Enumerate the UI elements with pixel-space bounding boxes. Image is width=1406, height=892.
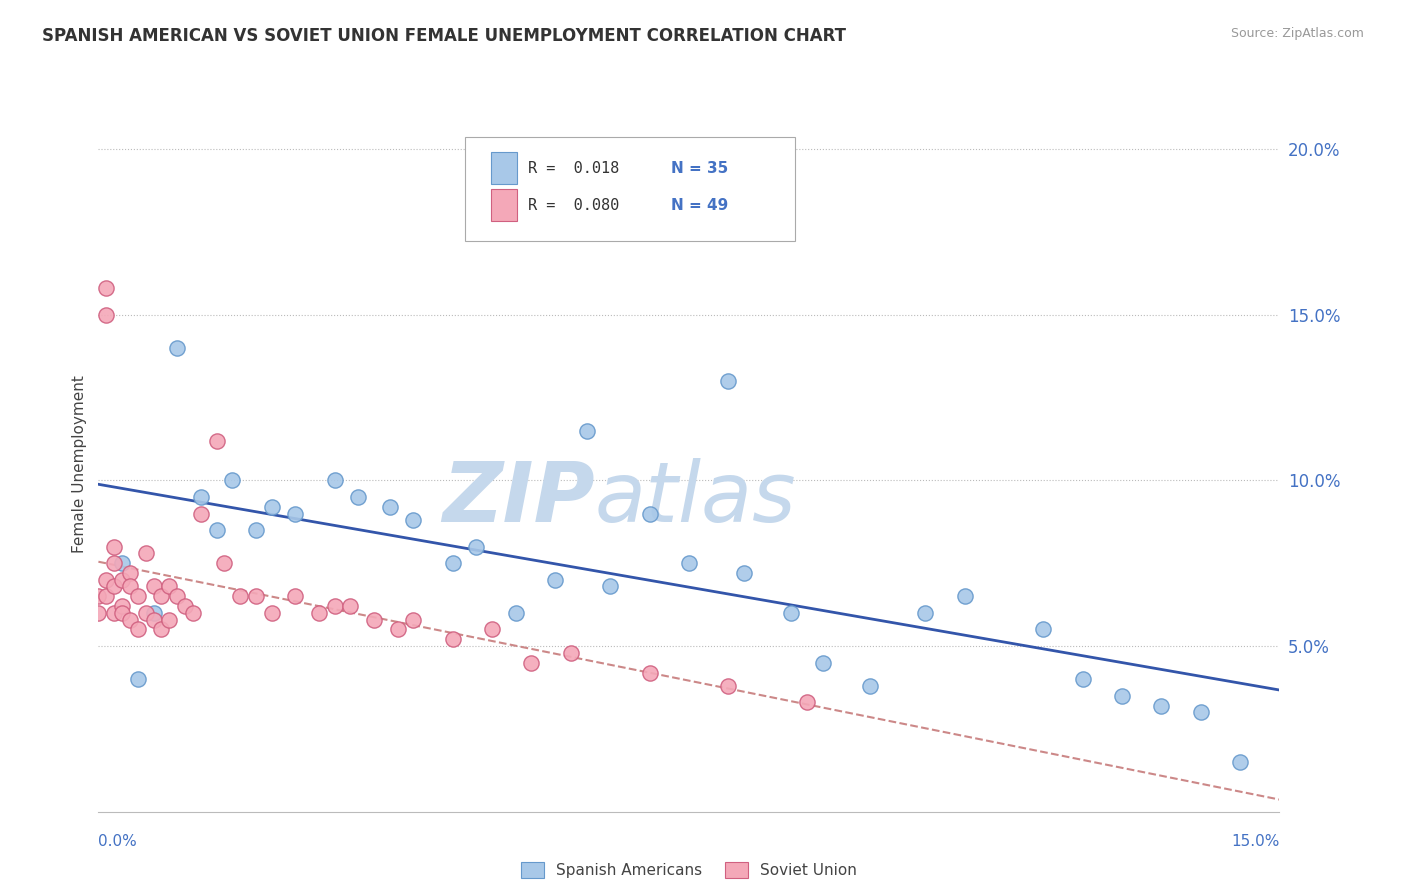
Point: [135, 546, 157, 560]
Point: [87, 590, 110, 604]
Point: [111, 599, 134, 614]
FancyBboxPatch shape: [491, 153, 516, 184]
Text: ZIP: ZIP: [441, 458, 595, 539]
Text: 0.0%: 0.0%: [98, 834, 138, 849]
Y-axis label: Female Unemployment: Female Unemployment: [72, 375, 87, 553]
Point: [339, 599, 361, 614]
Point: [166, 590, 188, 604]
Point: [638, 507, 661, 521]
Point: [229, 590, 252, 604]
Point: [465, 540, 488, 554]
Point: [96, 590, 118, 604]
Point: [780, 606, 803, 620]
Point: [308, 606, 330, 620]
Point: [96, 281, 118, 295]
Point: [96, 308, 118, 322]
Point: [142, 579, 165, 593]
Point: [544, 573, 567, 587]
Point: [118, 579, 141, 593]
Point: [811, 656, 834, 670]
Point: [260, 606, 283, 620]
Point: [402, 613, 425, 627]
Point: [157, 579, 180, 593]
Point: [174, 599, 197, 614]
Point: [118, 566, 141, 581]
Point: [150, 623, 173, 637]
Point: [181, 606, 204, 620]
Point: [441, 632, 464, 647]
Point: [103, 606, 125, 620]
Legend: Spanish Americans, Soviet Union: Spanish Americans, Soviet Union: [515, 856, 863, 884]
Point: [859, 679, 882, 693]
Point: [190, 507, 212, 521]
Point: [717, 374, 740, 388]
Text: Source: ZipAtlas.com: Source: ZipAtlas.com: [1230, 27, 1364, 40]
Point: [284, 590, 307, 604]
Point: [221, 474, 243, 488]
Point: [363, 613, 385, 627]
Point: [111, 556, 134, 570]
Point: [481, 623, 503, 637]
Point: [678, 556, 700, 570]
Point: [127, 590, 149, 604]
FancyBboxPatch shape: [491, 189, 516, 220]
Point: [914, 606, 936, 620]
Text: N = 49: N = 49: [671, 197, 728, 212]
Point: [96, 573, 118, 587]
Point: [103, 579, 125, 593]
Point: [205, 434, 228, 448]
Point: [245, 523, 267, 537]
Point: [1229, 755, 1251, 769]
Point: [142, 606, 165, 620]
Point: [166, 341, 188, 355]
Text: R =  0.080: R = 0.080: [529, 197, 620, 212]
FancyBboxPatch shape: [464, 136, 796, 241]
Point: [441, 556, 464, 570]
Point: [505, 606, 527, 620]
Text: atlas: atlas: [595, 458, 796, 539]
Point: [638, 665, 661, 680]
Point: [1189, 706, 1212, 720]
Point: [323, 474, 346, 488]
Point: [260, 500, 283, 514]
Point: [87, 606, 110, 620]
Point: [1150, 698, 1173, 713]
Point: [127, 672, 149, 686]
Point: [245, 590, 267, 604]
Point: [323, 599, 346, 614]
Point: [150, 590, 173, 604]
Point: [190, 490, 212, 504]
Point: [135, 606, 157, 620]
Point: [157, 613, 180, 627]
Point: [142, 613, 165, 627]
Point: [118, 613, 141, 627]
Point: [575, 424, 598, 438]
Point: [378, 500, 401, 514]
Point: [560, 646, 582, 660]
Point: [796, 695, 818, 709]
Point: [111, 573, 134, 587]
Text: 15.0%: 15.0%: [1232, 834, 1279, 849]
Point: [214, 556, 236, 570]
Point: [733, 566, 755, 581]
Point: [520, 656, 543, 670]
Point: [717, 679, 740, 693]
Point: [599, 579, 621, 593]
Point: [347, 490, 370, 504]
Text: SPANISH AMERICAN VS SOVIET UNION FEMALE UNEMPLOYMENT CORRELATION CHART: SPANISH AMERICAN VS SOVIET UNION FEMALE …: [42, 27, 846, 45]
Point: [103, 540, 125, 554]
Text: R =  0.018: R = 0.018: [529, 161, 620, 176]
Point: [387, 623, 409, 637]
Point: [205, 523, 228, 537]
Point: [103, 556, 125, 570]
Point: [284, 507, 307, 521]
Point: [1111, 689, 1133, 703]
Point: [1071, 672, 1094, 686]
Text: N = 35: N = 35: [671, 161, 728, 176]
Point: [402, 513, 425, 527]
Point: [953, 590, 976, 604]
Point: [1032, 623, 1054, 637]
Point: [127, 623, 149, 637]
Point: [111, 606, 134, 620]
